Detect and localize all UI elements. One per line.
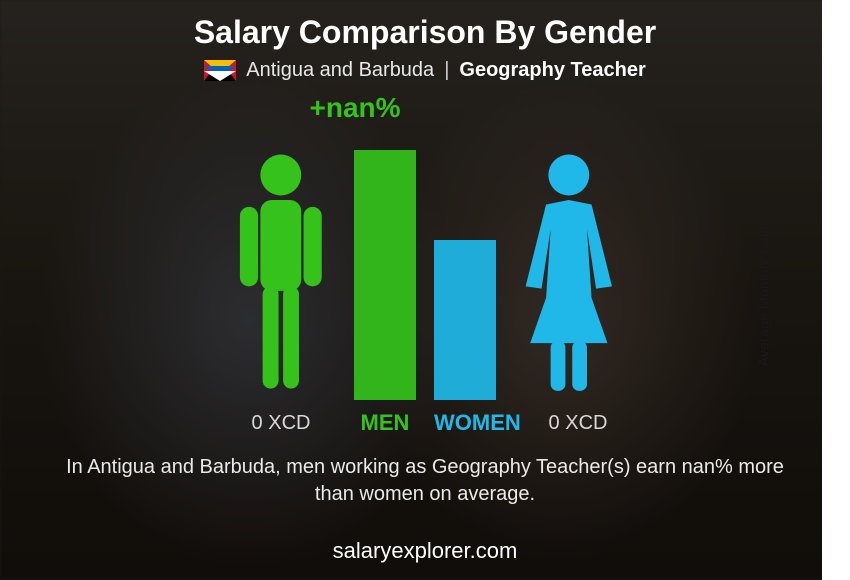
woman-icon [512, 150, 626, 400]
chart-labels-row: 0 XCD MEN WOMEN 0 XCD [226, 410, 624, 436]
women-value: 0 XCD [532, 412, 624, 435]
content-container: Salary Comparison By Gender Antigua and … [0, 0, 850, 580]
gender-chart [226, 120, 624, 400]
country-label: Antigua and Barbuda [246, 59, 434, 82]
men-label: MEN [354, 410, 416, 436]
flag-icon [204, 60, 236, 81]
men-value: 0 XCD [226, 412, 336, 435]
women-bar [434, 240, 496, 400]
job-label: Geography Teacher [459, 59, 645, 82]
summary-text: In Antigua and Barbuda, men working as G… [65, 454, 785, 508]
man-icon [224, 150, 338, 400]
page-title: Salary Comparison By Gender [194, 14, 656, 51]
men-figure [226, 120, 336, 400]
footer-link[interactable]: salaryexplorer.com [0, 538, 850, 564]
subtitle-row: Antigua and Barbuda | Geography Teacher [204, 59, 646, 82]
women-label: WOMEN [434, 410, 514, 436]
women-figure [514, 120, 624, 400]
separator: | [444, 59, 449, 82]
men-bar [354, 150, 416, 400]
